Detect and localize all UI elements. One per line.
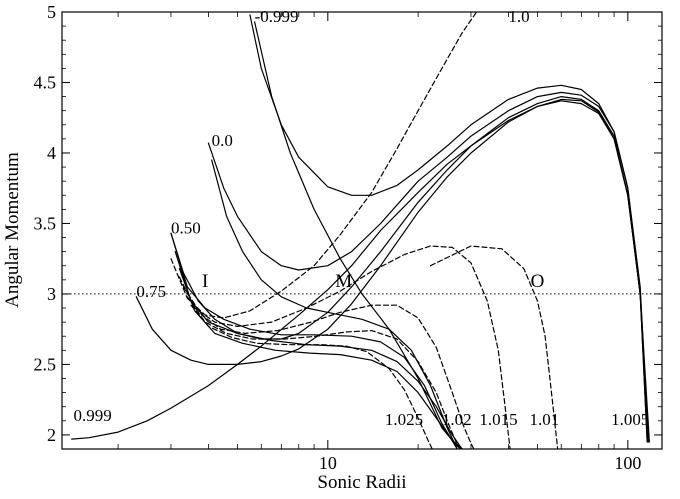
region-label: I: [202, 271, 208, 292]
curve-label: 1.0: [508, 7, 529, 26]
y-tick-label: 4: [47, 143, 56, 163]
plot-frame: [61, 11, 663, 450]
curve-label: 0.50: [171, 218, 201, 237]
series-line-15: [190, 304, 433, 449]
series-line-8: [170, 232, 460, 449]
series-line-4: [135, 98, 648, 443]
y-axis-title: Angular Momentum: [2, 152, 23, 308]
series-line-3: [170, 96, 649, 443]
series-line-9: [174, 251, 464, 449]
curve-label: -0.999: [255, 7, 299, 26]
x-tick-label: 100: [614, 453, 641, 473]
ticks-layer: 2 2.5 3 3.5 4 4.5 5 10 100: [34, 2, 662, 473]
series-line-1: [249, 14, 650, 443]
curve-label: 0.0: [212, 131, 233, 150]
curve-label: 0.75: [136, 282, 166, 301]
curve-label: 1.025: [385, 410, 423, 429]
series-line-5: [71, 100, 648, 443]
series-line-11: [170, 12, 478, 319]
y-tick-label: 2: [47, 425, 56, 445]
x-axis-title: Sonic Radii: [317, 472, 406, 493]
region-label: M: [335, 271, 352, 292]
series-line-7: [211, 159, 460, 449]
region-label: O: [531, 271, 545, 292]
x-tick-label: 10: [319, 453, 337, 473]
curve-label: 1.005: [611, 410, 649, 429]
curve-label: 1.01: [529, 410, 559, 429]
labels-layer: -0.999 1.0 0.0 0.50 0.75 0.999 1.025 1.02 1.015 1…: [74, 7, 650, 429]
curve-label: 1.015: [479, 410, 517, 429]
series-line-2: [207, 91, 649, 443]
curves-layer: [62, 12, 662, 449]
y-tick-label: 5: [47, 2, 56, 22]
y-tick-label: 3.5: [34, 213, 57, 233]
series-line-16: [429, 245, 559, 449]
curve-label: 0.999: [74, 406, 112, 425]
series-line-13: [182, 286, 475, 449]
curve-label: 1.02: [442, 410, 472, 429]
series-line-12: [178, 245, 511, 449]
y-tick-label: 3: [47, 284, 56, 304]
series-line-10: [178, 268, 464, 449]
series-line-14: [186, 296, 461, 449]
y-tick-label: 2.5: [34, 354, 57, 374]
y-tick-label: 4.5: [34, 72, 57, 92]
